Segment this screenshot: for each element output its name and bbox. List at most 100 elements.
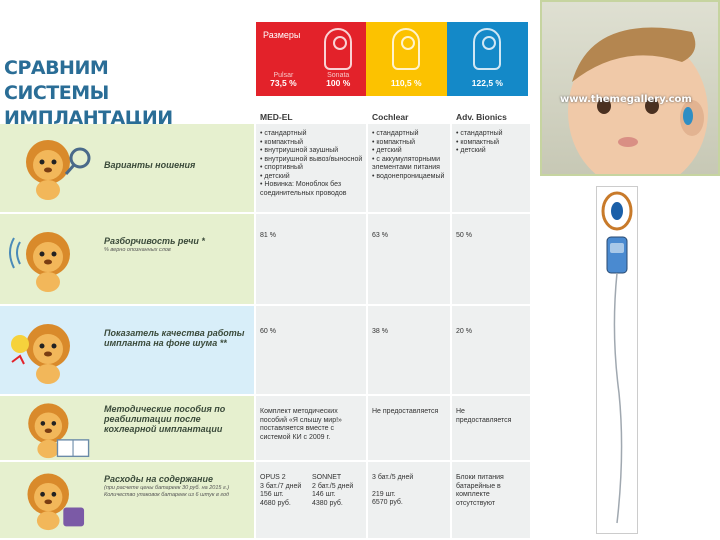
brand-label: MED-EL [260, 112, 293, 122]
battery-cost: 4680 руб. [260, 499, 291, 507]
value-cochlear: Не предоставляется [372, 408, 439, 415]
value-cochlear: 3 бат./5 дней 219 шт. 6570 руб. [372, 474, 448, 508]
model-label: Sonata [327, 72, 350, 79]
value-cochlear: стандартныйкомпактныйдетскийс аккумулято… [372, 130, 448, 181]
lion-mascot-noise-icon [11, 324, 70, 384]
row-divider [0, 212, 530, 214]
column-divider [366, 462, 368, 538]
column-divider [450, 462, 452, 538]
row-divider [0, 304, 530, 306]
value-medel: Комплект методических пособий «Я слышу м… [260, 408, 342, 441]
comparison-row-wearing: Варианты ношения стандартныйкомпактныйвн… [0, 124, 530, 214]
row-divider [0, 460, 530, 462]
size-percent: 73,5 % [270, 78, 297, 88]
row-label: Разборчивость речи * % верно опознанных … [104, 236, 252, 254]
list-item: Новинка: Моноблок без соединительных про… [260, 181, 364, 198]
value-cochlear: 38 % [372, 328, 388, 335]
column-divider [366, 124, 368, 214]
row-label: Расходы на содержание (при расчете цены … [104, 474, 252, 498]
values-background [256, 214, 530, 306]
photo-url-watermark: www.themegallery.com [560, 94, 692, 105]
value-medel: 60 % [260, 328, 276, 335]
list-item: компактный [260, 139, 364, 148]
battery-qty: 156 шт. [260, 491, 284, 498]
list-item: детский [372, 147, 448, 156]
baby-illustration [568, 27, 708, 174]
spacer [372, 483, 448, 491]
column-divider [366, 214, 368, 306]
implant-outline-icon [392, 28, 421, 70]
column-divider [450, 124, 452, 214]
lion-mascot-book-icon [28, 403, 90, 459]
battery-qty: 146 шт. [312, 491, 336, 498]
lion-mascot-shopping-icon [27, 473, 85, 531]
row-label: Варианты ношения [104, 160, 196, 170]
page-title: СРАВНИМ СИСТЕМЫ ИМПЛАНТАЦИИ [4, 56, 254, 131]
comparison-row-noise: Показатель качества работы импланта на ф… [0, 306, 530, 396]
values-background [256, 396, 530, 462]
value-bionics: Не предоставляется [456, 408, 512, 424]
value-medel-sonnet: SONNET 2 бат./5 дней 146 шт. 4380 руб. [312, 474, 364, 508]
row-note: % верно опознанных слов [104, 247, 171, 253]
processor-name: OPUS 2 [260, 474, 286, 481]
battery-cost: 4380 руб. [312, 499, 343, 507]
size-percent: 100 % [326, 78, 351, 88]
value-bionics: Блоки питания батарейные в комплекте отс… [456, 474, 504, 507]
row-divider [0, 394, 530, 396]
processor-name: SONNET [312, 474, 342, 481]
row-label: Показатель качества работы импланта на ф… [104, 328, 245, 348]
list-item: спортивный [260, 164, 364, 173]
size-medel-pulsar: Размеры Pulsar 73,5 % [256, 22, 311, 96]
column-divider [450, 306, 452, 396]
battery-cost: 6570 руб. [372, 499, 403, 506]
row-label-text: Разборчивость речи * [104, 236, 205, 246]
row-note: (при расчете цены батареек 30 руб. на 20… [104, 485, 230, 498]
lion-mascot-magnifier-icon [26, 140, 91, 200]
implant-image [596, 186, 638, 534]
column-divider [366, 396, 368, 462]
list-item: компактный [372, 139, 448, 148]
comparison-row-manuals: Методические пособия по реабилитации пос… [0, 396, 530, 462]
values-background [256, 306, 530, 396]
value-medel-opus: OPUS 2 3 бат./7 дней 156 шт. 4680 руб. [260, 474, 312, 508]
size-cochlear: 110,5 % [365, 22, 447, 96]
bullet-list: стандартныйкомпактныйдетский [456, 130, 528, 156]
battery-rate: 2 бат./5 дней [312, 482, 354, 490]
sizes-heading: Размеры [263, 30, 301, 40]
implant-outline-icon [473, 28, 502, 70]
value-cochlear: 63 % [372, 232, 388, 239]
row-label: Методические пособия по реабилитации пос… [104, 404, 226, 434]
list-item: стандартный [260, 130, 364, 139]
value-bionics: 50 % [456, 232, 472, 239]
list-item: внутриушной вывоз/выносной [260, 156, 364, 165]
list-item: стандартный [456, 130, 528, 139]
value-bionics: 20 % [456, 328, 472, 335]
row-label-text: Расходы на содержание [104, 474, 213, 484]
list-item: с аккумуляторными элементами питания [372, 156, 448, 173]
list-item: детский [456, 147, 528, 156]
bullet-list: стандартныйкомпактныйдетскийс аккумулято… [372, 130, 448, 181]
size-percent: 122,5 % [471, 78, 503, 88]
title-line-2: СИСТЕМЫ ИМПЛАНТАЦИИ [4, 82, 173, 129]
model-label: Pulsar [273, 72, 294, 79]
brand-label: Adv. Bionics [456, 112, 507, 122]
brand-label: Cochlear [372, 112, 409, 122]
size-medel-sonata: Sonata 100 % [311, 22, 366, 96]
battery-rate: 3 бат./7 дней [260, 482, 302, 490]
size-medel: Размеры Pulsar 73,5 % Sonata 100 % [256, 22, 366, 96]
size-bionics: 122,5 % [446, 22, 528, 96]
list-item: стандартный [372, 130, 448, 139]
cochlear-implant-icon [601, 191, 633, 524]
lion-mascot-listening-icon [9, 232, 70, 292]
column-divider [450, 214, 452, 306]
list-item: компактный [456, 139, 528, 148]
implant-outline-icon [324, 28, 353, 70]
comparison-row-speech: Разборчивость речи * % верно опознанных … [0, 214, 530, 306]
title-line-1: СРАВНИМ [4, 57, 109, 79]
column-divider [450, 396, 452, 462]
list-item: внутриушной заушный [260, 147, 364, 156]
list-item: водонепроницаемый [372, 173, 448, 182]
battery-qty: 219 шт. [372, 490, 396, 498]
column-divider [366, 306, 368, 396]
value-medel: 81 % [260, 232, 276, 239]
